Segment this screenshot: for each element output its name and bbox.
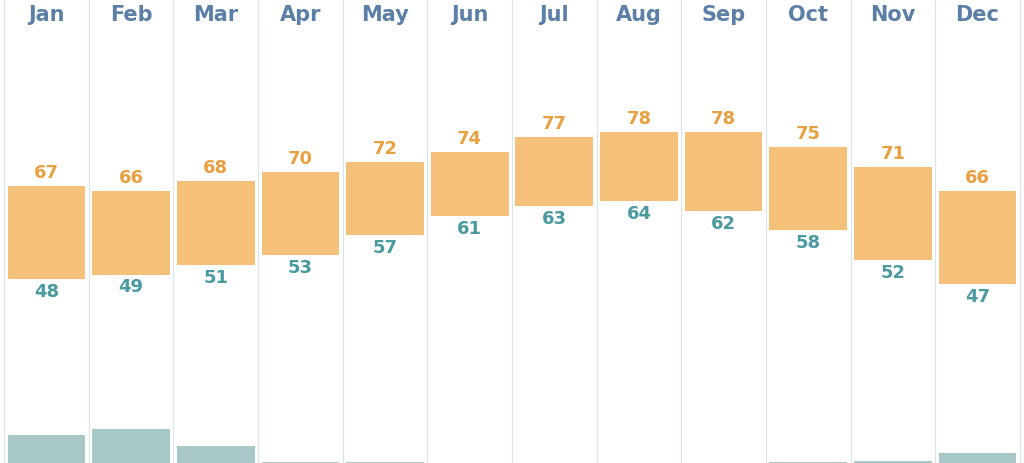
Text: 61: 61 xyxy=(457,219,482,238)
Text: 49: 49 xyxy=(119,278,143,296)
Bar xyxy=(769,147,847,231)
Text: Apr: Apr xyxy=(280,5,322,25)
Text: 67: 67 xyxy=(34,164,59,182)
Bar xyxy=(685,132,763,211)
Text: 52: 52 xyxy=(881,264,905,282)
Text: Sep: Sep xyxy=(701,5,745,25)
Text: Jun: Jun xyxy=(451,5,488,25)
Text: 63: 63 xyxy=(542,210,567,228)
Text: 66: 66 xyxy=(119,169,143,187)
Bar xyxy=(261,172,339,255)
Text: 75: 75 xyxy=(796,125,820,143)
Text: Jul: Jul xyxy=(540,5,569,25)
Text: 68: 68 xyxy=(203,159,228,177)
Text: 74: 74 xyxy=(457,130,482,148)
Text: 70: 70 xyxy=(288,150,313,168)
Bar xyxy=(92,191,170,275)
Bar xyxy=(92,429,170,463)
Text: 62: 62 xyxy=(711,215,736,233)
Bar xyxy=(939,191,1017,284)
Text: 72: 72 xyxy=(373,140,397,158)
Bar xyxy=(769,462,847,463)
Bar xyxy=(431,152,509,216)
Text: Oct: Oct xyxy=(788,5,828,25)
Text: 53: 53 xyxy=(288,259,313,277)
Text: 48: 48 xyxy=(34,283,59,301)
Bar xyxy=(854,461,932,463)
Bar xyxy=(854,167,932,260)
Text: 66: 66 xyxy=(965,169,990,187)
Text: 78: 78 xyxy=(627,111,651,128)
Text: Aug: Aug xyxy=(616,5,662,25)
Bar xyxy=(177,181,255,265)
Text: 47: 47 xyxy=(965,288,990,306)
Text: Dec: Dec xyxy=(955,5,999,25)
Text: 58: 58 xyxy=(796,234,821,252)
Bar xyxy=(939,453,1017,463)
Text: Jan: Jan xyxy=(29,5,65,25)
Text: 78: 78 xyxy=(711,111,736,128)
Text: 57: 57 xyxy=(373,239,397,257)
Text: May: May xyxy=(361,5,409,25)
Bar xyxy=(177,446,255,463)
Text: Mar: Mar xyxy=(194,5,239,25)
Text: 64: 64 xyxy=(627,205,651,223)
Text: 71: 71 xyxy=(881,145,905,163)
Bar xyxy=(515,137,593,206)
Text: Nov: Nov xyxy=(870,5,915,25)
Bar xyxy=(346,162,424,235)
Bar xyxy=(7,186,85,280)
Text: Feb: Feb xyxy=(110,5,153,25)
Bar xyxy=(7,435,85,463)
Text: 77: 77 xyxy=(542,115,567,133)
Text: 51: 51 xyxy=(204,269,228,287)
Bar xyxy=(600,132,678,201)
